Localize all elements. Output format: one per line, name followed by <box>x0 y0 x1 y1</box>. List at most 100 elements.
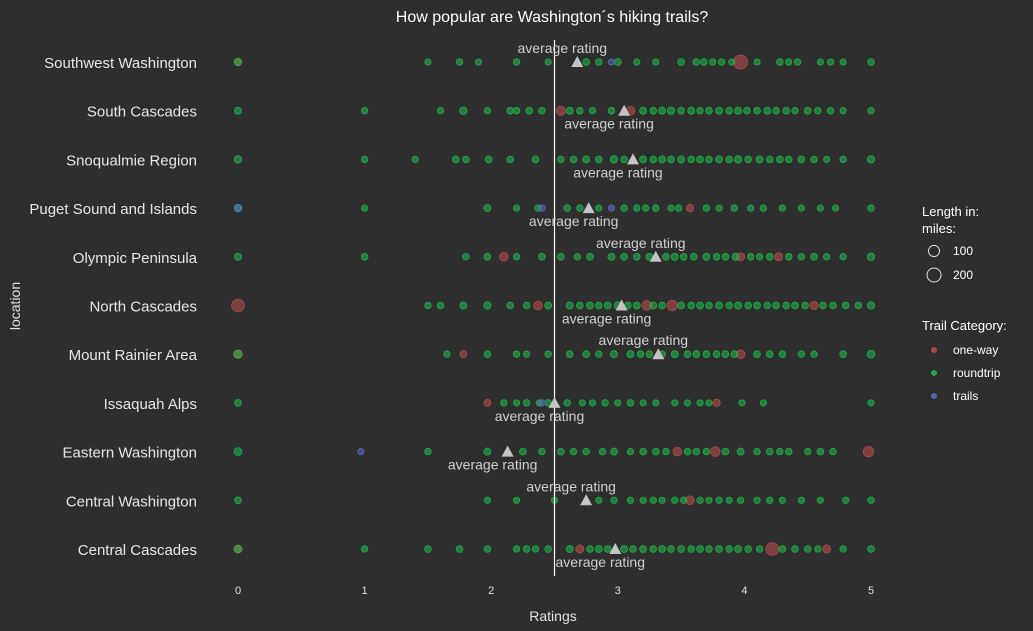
point-roundtrip-snoqualmie-region-79 <box>687 155 696 164</box>
point-roundtrip-olympic-peninsula-145 <box>810 253 818 261</box>
point-roundtrip-central-washington-266 <box>626 496 635 504</box>
point-one-way-olympic-peninsula-6 <box>774 252 784 262</box>
point-roundtrip-southwest-washington-23 <box>839 58 847 66</box>
point-roundtrip-central-cascades-316 <box>839 545 847 553</box>
average-label-central-washington: average rating <box>526 478 616 494</box>
point-roundtrip-mount-rainier-area-188 <box>512 350 521 358</box>
point-roundtrip-eastern-washington-241 <box>582 447 590 456</box>
point-roundtrip-issaquah-alps-225 <box>639 399 647 407</box>
point-roundtrip-puget-sound-and-islands-98 <box>512 204 521 212</box>
legend-label-trails: trails <box>953 389 978 403</box>
point-roundtrip-central-washington-271 <box>679 496 688 504</box>
y-tick-label-central-washington: Central Washington <box>66 493 197 510</box>
point-roundtrip-north-cascades-181 <box>829 301 837 310</box>
point-roundtrip-issaquah-alps-216 <box>522 399 531 407</box>
point-one-way-issaquah-alps-15 <box>483 398 492 407</box>
point-roundtrip-south-cascades-47 <box>725 106 733 115</box>
point-roundtrip-eastern-washington-249 <box>692 447 701 456</box>
point-roundtrip-south-cascades-35 <box>576 106 584 115</box>
point-roundtrip-snoqualmie-region-64 <box>462 155 470 164</box>
point-trails-puget-sound-and-islands-0 <box>233 203 243 213</box>
legend-size-entries: 100 200 <box>926 244 973 283</box>
point-roundtrip-south-cascades-37 <box>607 106 616 115</box>
point-roundtrip-olympic-peninsula-128 <box>607 252 616 261</box>
legend: Length in: miles: 100 200 Trail Category:… <box>922 204 1007 403</box>
point-roundtrip-south-cascades-48 <box>734 106 742 115</box>
point-roundtrip-olympic-peninsula-121 <box>462 253 470 261</box>
point-roundtrip-snoqualmie-region-92 <box>823 155 831 163</box>
point-roundtrip-snoqualmie-region-62 <box>411 155 419 163</box>
point-one-way-southwest-washington-1 <box>733 54 749 70</box>
point-roundtrip-olympic-peninsula-122 <box>483 253 492 261</box>
point-roundtrip-snoqualmie-region-91 <box>810 155 818 164</box>
point-roundtrip-southwest-washington-6 <box>582 58 590 66</box>
point-roundtrip-southwest-washington-0 <box>233 57 243 67</box>
point-roundtrip-puget-sound-and-islands-97 <box>483 204 492 213</box>
point-roundtrip-olympic-peninsula-124 <box>538 253 546 261</box>
point-roundtrip-mount-rainier-area-197 <box>645 350 654 358</box>
point-roundtrip-southwest-washington-1 <box>424 58 432 66</box>
legend-size-swatch-200 <box>926 267 942 283</box>
point-roundtrip-central-cascades-288 <box>483 545 492 553</box>
point-roundtrip-central-washington-283 <box>867 496 875 504</box>
point-roundtrip-puget-sound-and-islands-113 <box>759 204 768 212</box>
point-roundtrip-eastern-washington-248 <box>683 447 692 456</box>
point-roundtrip-olympic-peninsula-136 <box>702 252 711 261</box>
point-roundtrip-central-cascades-312 <box>778 545 787 553</box>
point-trails-eastern-washington-3 <box>357 448 365 456</box>
point-roundtrip-snoqualmie-region-88 <box>775 155 784 164</box>
point-roundtrip-central-cascades-317 <box>867 545 875 553</box>
point-roundtrip-eastern-washington-239 <box>557 447 565 456</box>
point-roundtrip-north-cascades-179 <box>801 301 809 310</box>
point-roundtrip-olympic-peninsula-132 <box>662 253 670 261</box>
y-tick-label-central-cascades: Central Cascades <box>78 542 197 559</box>
point-roundtrip-north-cascades-165 <box>658 301 666 310</box>
point-roundtrip-southwest-washington-9 <box>633 58 641 66</box>
point-roundtrip-north-cascades-177 <box>782 301 790 310</box>
point-roundtrip-central-cascades-313 <box>791 545 799 553</box>
point-roundtrip-mount-rainier-area-196 <box>636 350 645 358</box>
legend-swatch-roundtrip <box>931 370 937 376</box>
point-roundtrip-snoqualmie-region-81 <box>705 155 713 164</box>
point-roundtrip-southwest-washington-15 <box>717 58 726 66</box>
point-roundtrip-central-cascades-287 <box>455 545 464 553</box>
point-roundtrip-puget-sound-and-islands-101 <box>576 204 584 212</box>
point-roundtrip-issaquah-alps-228 <box>683 399 691 407</box>
average-marker-snoqualmie-region <box>626 153 639 165</box>
point-roundtrip-eastern-washington-251 <box>721 447 730 456</box>
point-roundtrip-mount-rainier-area-208 <box>778 350 787 358</box>
point-roundtrip-central-washington-279 <box>778 496 786 504</box>
point-roundtrip-mount-rainier-area-185 <box>233 350 243 359</box>
point-roundtrip-north-cascades-151 <box>459 301 468 310</box>
point-roundtrip-issaquah-alps-221 <box>588 399 597 407</box>
point-roundtrip-olympic-peninsula-127 <box>586 253 594 261</box>
point-roundtrip-south-cascades-49 <box>743 106 751 115</box>
x-tick-label-2: 2 <box>488 585 494 597</box>
average-marker-central-washington <box>580 494 593 506</box>
point-roundtrip-puget-sound-and-islands-104 <box>633 204 641 212</box>
point-roundtrip-central-washington-273 <box>705 496 713 504</box>
point-one-way-eastern-washington-19 <box>862 445 875 458</box>
point-roundtrip-central-washington-282 <box>842 496 850 504</box>
point-roundtrip-south-cascades-59 <box>867 107 875 115</box>
point-roundtrip-central-washington-264 <box>595 496 603 504</box>
point-roundtrip-snoqualmie-region-78 <box>677 155 686 164</box>
point-roundtrip-mount-rainier-area-209 <box>797 350 806 358</box>
point-roundtrip-puget-sound-and-islands-114 <box>778 204 786 212</box>
y-tick-label-eastern-washington: Eastern Washington <box>62 445 197 462</box>
point-roundtrip-central-cascades-295 <box>594 545 603 553</box>
point-roundtrip-north-cascades-153 <box>506 301 514 310</box>
point-roundtrip-central-washington-270 <box>671 496 679 504</box>
point-roundtrip-issaquah-alps-227 <box>671 399 679 407</box>
point-one-way-north-cascades-8 <box>533 300 543 311</box>
point-roundtrip-north-cascades-158 <box>586 301 594 310</box>
point-roundtrip-central-cascades-309 <box>734 545 742 553</box>
point-roundtrip-mount-rainier-area-187 <box>483 350 492 358</box>
point-roundtrip-eastern-washington-256 <box>784 447 793 456</box>
point-roundtrip-snoqualmie-region-72 <box>609 155 619 164</box>
point-roundtrip-south-cascades-56 <box>814 107 822 115</box>
point-roundtrip-southwest-washington-4 <box>512 58 521 66</box>
point-roundtrip-snoqualmie-region-90 <box>797 155 806 164</box>
point-roundtrip-south-cascades-46 <box>715 106 723 115</box>
point-roundtrip-issaquah-alps-224 <box>626 399 635 407</box>
